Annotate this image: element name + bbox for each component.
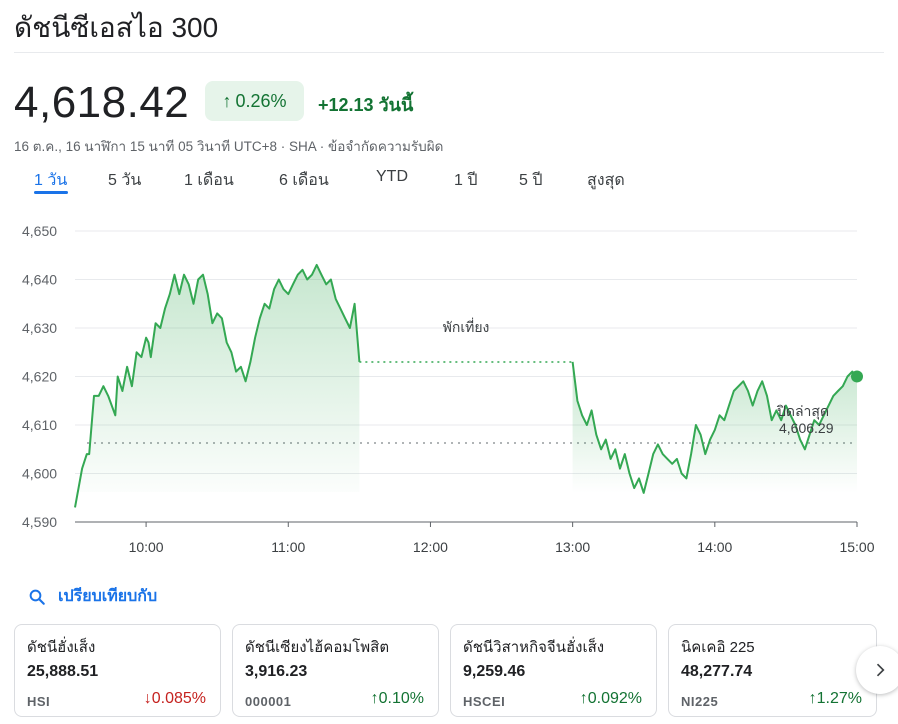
arrow-down-icon: ↓ [143,690,152,707]
tab-1d[interactable]: 1 วัน [34,172,68,189]
y-tick-label: 4,650 [22,223,57,239]
compare-card-hsi[interactable]: ดัชนีฮั่งเส็ง 25,888.51 HSI ↓0.085% [14,624,221,717]
card-value: 3,916.23 [245,663,308,680]
y-tick-label: 4,610 [22,417,57,433]
previous-close-label: ปิดล่าสุด [777,403,830,420]
previous-close-value: 4,606.29 [779,420,834,436]
change-absolute: +12.13 วันนี้ [318,95,414,115]
arrow-up-icon: ↑ [579,690,588,707]
y-tick-label: 4,600 [22,466,57,482]
change-percent-chip: ↑ 0.26% [205,81,304,121]
card-name: นิคเคอิ 225 [681,639,755,656]
card-value: 9,259.46 [463,663,526,680]
y-tick-label: 4,630 [22,320,57,336]
quote-meta: 16 ต.ค., 16 นาฬิกา 15 นาที 05 วินาที UTC… [14,139,444,154]
card-change: ↑0.092% [580,690,642,708]
card-name: ดัชนีวิสาหกิจจีนฮั่งเส็ง [463,639,605,656]
price-line [74,263,361,508]
card-change: ↑0.10% [371,690,424,708]
price-area [572,361,857,493]
x-tick-label: 13:00 [555,539,590,555]
card-change: ↓0.085% [144,690,206,708]
lunch-break-label: พักเที่ยง [443,318,490,335]
tab-max[interactable]: สูงสุด [587,172,625,189]
active-tab-indicator [34,191,68,194]
search-icon [29,589,45,605]
card-value: 25,888.51 [27,663,99,680]
arrow-up-icon: ↑ [222,90,232,111]
card-change-value: 0.092% [587,690,642,707]
tab-5d[interactable]: 5 วัน [108,172,142,189]
compare-label: เปรียบเทียบกับ [58,588,158,605]
y-tick-label: 4,590 [22,514,57,530]
tab-5y[interactable]: 5 ปี [519,172,543,189]
card-change: ↑1.27% [809,690,862,708]
next-cards-button[interactable] [856,646,898,694]
x-tick-label: 15:00 [839,539,874,555]
card-name: ดัชนีเซียงไฮ้คอมโพสิต [245,639,390,656]
compare-card-ni225[interactable]: นิคเคอิ 225 48,277.74 NI225 ↑1.27% [668,624,877,717]
chevron-right-icon [876,663,885,677]
card-ticker: 000001 [245,694,292,709]
price-line [571,361,858,494]
x-tick-label: 11:00 [271,539,305,555]
x-tick-label: 14:00 [697,539,732,555]
compare-button[interactable]: เปรียบเทียบกับ [28,584,157,609]
tab-1m[interactable]: 1 เดือน [184,172,234,189]
arrow-up-icon: ↑ [370,690,379,707]
card-ticker: HSI [27,694,51,709]
x-tick-label: 12:00 [413,539,448,555]
price-area [75,264,360,508]
tab-1y[interactable]: 1 ปี [454,172,478,189]
card-change-value: 1.27% [816,690,862,707]
tab-ytd[interactable]: YTD [376,168,408,185]
arrow-up-icon: ↑ [808,690,817,707]
page-title: ดัชนีซีเอสไอ 300 [14,12,219,43]
compare-card-hscei[interactable]: ดัชนีวิสาหกิจจีนฮั่งเส็ง 9,259.46 HSCEI … [450,624,657,717]
y-tick-label: 4,640 [22,272,57,288]
card-ticker: NI225 [681,694,719,709]
divider [14,52,884,53]
card-name: ดัชนีฮั่งเส็ง [27,639,96,656]
current-price-dot [851,370,863,383]
card-change-value: 0.10% [378,690,424,707]
current-price: 4,618.42 [14,78,190,127]
card-change-value: 0.085% [151,690,206,707]
compare-card-sse[interactable]: ดัชนีเซียงไฮ้คอมโพสิต 3,916.23 000001 ↑0… [232,624,439,717]
card-ticker: HSCEI [463,694,506,709]
y-tick-label: 4,620 [22,369,57,385]
price-chart[interactable]: 4,650 4,640 4,630 4,620 4,610 4,600 4,590 10:00… [0,210,898,570]
change-percent: 0.26% [235,90,287,111]
x-tick-label: 10:00 [129,539,164,555]
tab-6m[interactable]: 6 เดือน [279,172,329,189]
card-value: 48,277.74 [681,663,753,680]
